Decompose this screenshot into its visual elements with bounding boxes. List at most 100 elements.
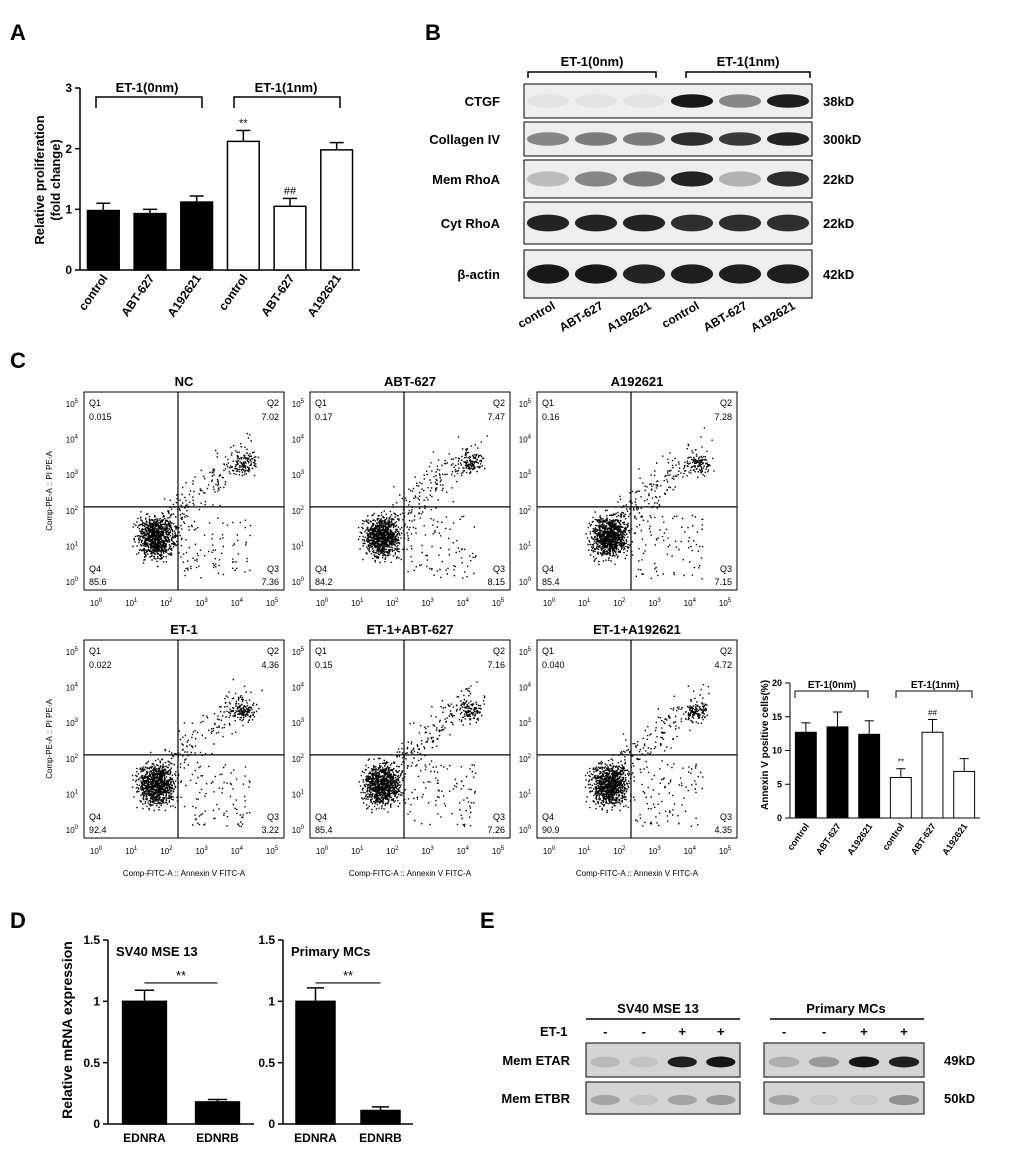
flow-plot: ABT-627Q10.17Q27.47Q484.2Q38.15100100101… [292, 374, 511, 608]
x-tick-exponent: 2 [395, 598, 399, 604]
x-tick-exponent: 4 [240, 598, 244, 604]
x-tick-exponent: 5 [501, 598, 505, 604]
proliferation-ylabel-1: Relative proliferation [32, 115, 47, 244]
proliferation-group-2: ET-1(1nm) [255, 80, 318, 95]
y-tick-exponent: 5 [528, 399, 532, 405]
y-tick-exponent: 5 [75, 399, 79, 405]
blot-band [574, 264, 618, 284]
x-tick-label: 101 [351, 846, 364, 856]
x-tick-exponent: 4 [240, 846, 244, 852]
chart-title: Primary MCs [291, 944, 370, 959]
blot-band [718, 264, 762, 284]
quadrant-value: 8.15 [487, 577, 505, 587]
blot-e-band [768, 1056, 800, 1068]
significance-label: ## [284, 185, 297, 197]
blot-b-bracket-2 [685, 71, 811, 78]
proliferation-bracket-1 [95, 96, 203, 108]
y-tick-label: 0 [268, 1117, 275, 1131]
y-tick-label: 10 [772, 746, 782, 756]
x-tick-label: 102 [386, 598, 399, 608]
quadrant-value: 4.35 [714, 825, 732, 835]
proliferation-group-1: ET-1(0nm) [116, 80, 179, 95]
annexin-group-1: ET-1(0nm) [808, 680, 856, 691]
y-tick-label: 0 [777, 813, 782, 823]
et1-sign: - [603, 1024, 607, 1039]
y-tick-label: 105 [292, 399, 305, 409]
y-tick-exponent: 3 [75, 718, 79, 724]
blot-lane-label: A192621 [604, 298, 653, 335]
y-tick-label: 103 [66, 718, 79, 728]
category-label: ABT-627 [909, 821, 938, 856]
category-label: A192621 [305, 271, 345, 319]
blot-band [670, 264, 714, 284]
quadrant-name: Q3 [720, 812, 732, 822]
blot-band [622, 94, 666, 108]
flow-plot-title: NC [175, 374, 194, 389]
x-tick-label: 103 [421, 598, 434, 608]
y-tick-exponent: 0 [75, 577, 79, 583]
blot-e-row-size: 50kD [944, 1091, 975, 1106]
panel-label-b: B [425, 20, 441, 45]
quadrant-name: Q1 [542, 398, 554, 408]
blot-e-band [848, 1094, 880, 1106]
x-tick-exponent: 2 [169, 846, 173, 852]
blot-row [523, 83, 813, 119]
blot-band [574, 94, 618, 108]
x-tick-label: 103 [648, 598, 661, 608]
x-tick-label: 101 [125, 846, 138, 856]
bar [121, 1000, 168, 1125]
y-tick-exponent: 5 [301, 399, 305, 405]
blot-band [766, 94, 810, 108]
y-tick-exponent: 3 [528, 470, 532, 476]
x-tick-label: 103 [195, 598, 208, 608]
category-label: control [76, 272, 111, 313]
blot-band [670, 214, 714, 232]
blot-band [766, 264, 810, 284]
x-tick-label: 100 [90, 846, 103, 856]
y-tick-label: 1 [268, 995, 275, 1009]
y-tick-label: 1 [65, 203, 72, 217]
proliferation-chart: Relative proliferation (fold change) ET-… [32, 80, 360, 320]
blot-e-group-2: Primary MCs [806, 1001, 885, 1016]
x-tick-label: 104 [231, 598, 244, 608]
category-label: control [880, 821, 906, 852]
quadrant-value: 4.36 [261, 660, 279, 670]
bar [889, 777, 912, 819]
x-tick-exponent: 5 [501, 846, 505, 852]
x-tick-label: 102 [160, 846, 173, 856]
y-tick-label: 1.5 [83, 933, 100, 947]
quadrant-name: Q2 [720, 398, 732, 408]
blot-band [526, 94, 570, 108]
y-tick-label: 101 [66, 541, 79, 551]
quadrant-value: 0.022 [89, 660, 112, 670]
quadrant-name: Q3 [493, 564, 505, 574]
blot-band [622, 171, 666, 187]
category-label: ABT-627 [258, 271, 297, 319]
x-tick-exponent: 0 [325, 598, 329, 604]
category-label: EDNRB [359, 1131, 402, 1145]
y-tick-exponent: 3 [301, 470, 305, 476]
y-tick-exponent: 4 [301, 435, 305, 441]
flow-dots [358, 681, 486, 827]
quadrant-name: Q2 [493, 646, 505, 656]
y-tick-label: 101 [519, 541, 532, 551]
x-tick-label: 105 [492, 846, 505, 856]
y-tick-label: 15 [772, 712, 782, 722]
blot-b-group-2: ET-1(1nm) [717, 54, 780, 69]
blot-row [523, 201, 813, 245]
blot-row-size: 22kD [823, 172, 854, 187]
bar [226, 140, 260, 271]
quadrant-name: Q1 [315, 398, 327, 408]
quadrant-name: Q2 [493, 398, 505, 408]
y-tick-label: 102 [519, 506, 532, 516]
blot-e-group-1: SV40 MSE 13 [617, 1001, 699, 1016]
panel-label-d: D [10, 908, 26, 933]
annexin-group-2: ET-1(1nm) [911, 680, 959, 691]
y-tick-exponent: 4 [75, 683, 79, 689]
y-tick-exponent: 4 [528, 435, 532, 441]
quadrant-value: 0.17 [315, 412, 333, 422]
y-tick-label: 100 [66, 577, 79, 587]
flow-plot-title: ET-1+A192621 [593, 622, 681, 637]
y-tick-label: 0 [93, 1117, 100, 1131]
flow-plot-title: A192621 [611, 374, 664, 389]
